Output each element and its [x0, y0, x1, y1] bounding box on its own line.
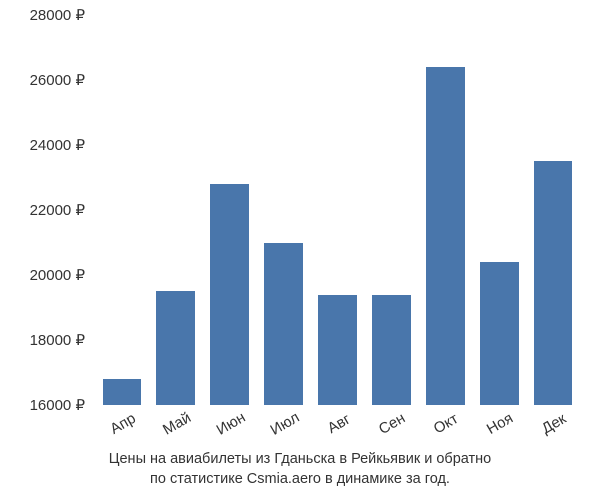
caption-line-2: по статистике Csmia.aero в динамике за г… [150, 471, 450, 487]
y-tick-label: 28000 ₽ [30, 6, 85, 24]
bar-slot [364, 15, 418, 405]
chart-caption: Цены на авиабилеты из Гданьска в Рейкьяв… [0, 450, 600, 489]
bar-slot [95, 15, 149, 405]
caption-line-1: Цены на авиабилеты из Гданьска в Рейкьяв… [109, 451, 491, 467]
plot-area [95, 15, 580, 405]
bar-slot [257, 15, 311, 405]
bars-group [95, 15, 580, 405]
bar-slot [418, 15, 472, 405]
bar-slot [203, 15, 257, 405]
y-tick-label: 20000 ₽ [30, 266, 85, 284]
y-tick-label: 18000 ₽ [30, 331, 85, 349]
x-axis: АпрМайИюнИюлАвгСенОктНояДек [95, 410, 580, 450]
y-axis: 16000 ₽18000 ₽20000 ₽22000 ₽24000 ₽26000… [0, 15, 90, 405]
y-tick-label: 24000 ₽ [30, 136, 85, 154]
bar [156, 291, 195, 405]
bar [103, 379, 142, 405]
bar [210, 184, 249, 405]
bar-slot [311, 15, 365, 405]
bar [318, 295, 357, 406]
y-tick-label: 16000 ₽ [30, 396, 85, 414]
y-tick-label: 26000 ₽ [30, 71, 85, 89]
bar-slot [472, 15, 526, 405]
price-chart: 16000 ₽ 18000 ₽ 20000 ₽ 22000 ₽ 24000 ₽ 26000… [0, 0, 600, 500]
bar [372, 295, 411, 406]
bar-slot [526, 15, 580, 405]
bar [426, 67, 465, 405]
bar [264, 243, 303, 406]
bar [480, 262, 519, 405]
bar-slot [149, 15, 203, 405]
y-tick-label: 22000 ₽ [30, 201, 85, 219]
bar [534, 161, 573, 405]
